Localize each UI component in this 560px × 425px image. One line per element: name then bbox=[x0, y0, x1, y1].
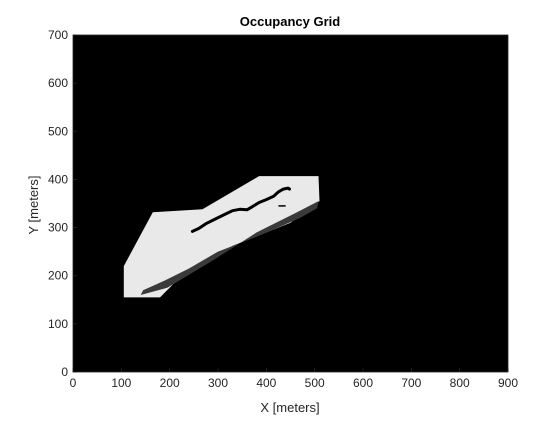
y-tick-label: 200 bbox=[48, 269, 68, 283]
axes: 0 100 200 300 400 500 600 700 800 900 0 100 200 300 40… bbox=[48, 28, 518, 390]
y-tick-label: 500 bbox=[48, 124, 68, 138]
y-tick-label: 400 bbox=[48, 172, 68, 186]
y-axis-label: Y [meters] bbox=[26, 175, 41, 234]
x-tick-label: 900 bbox=[498, 376, 518, 390]
free-space-region bbox=[123, 176, 320, 298]
y-tick-label: 0 bbox=[61, 365, 68, 379]
y-tick-label: 700 bbox=[48, 28, 68, 42]
trajectory-path bbox=[190, 186, 291, 233]
x-tick-label: 200 bbox=[160, 376, 180, 390]
x-tick-label: 600 bbox=[353, 376, 373, 390]
y-tick-label: 100 bbox=[48, 317, 68, 331]
occupied-band-region bbox=[140, 201, 319, 295]
chart-title: Occupancy Grid bbox=[240, 14, 340, 29]
x-tick-label: 0 bbox=[70, 376, 77, 390]
x-tick-label: 500 bbox=[305, 376, 325, 390]
plot-area bbox=[73, 35, 508, 372]
x-tick-label: 300 bbox=[208, 376, 228, 390]
y-tick-label: 600 bbox=[48, 76, 68, 90]
x-tick-label: 400 bbox=[256, 376, 276, 390]
axes-frame bbox=[72, 34, 509, 373]
y-tick-label: 300 bbox=[48, 221, 68, 235]
x-tick-label: 100 bbox=[111, 376, 131, 390]
x-tick-label: 700 bbox=[401, 376, 421, 390]
x-axis-label: X [meters] bbox=[260, 400, 319, 415]
x-tick-label: 800 bbox=[450, 376, 470, 390]
